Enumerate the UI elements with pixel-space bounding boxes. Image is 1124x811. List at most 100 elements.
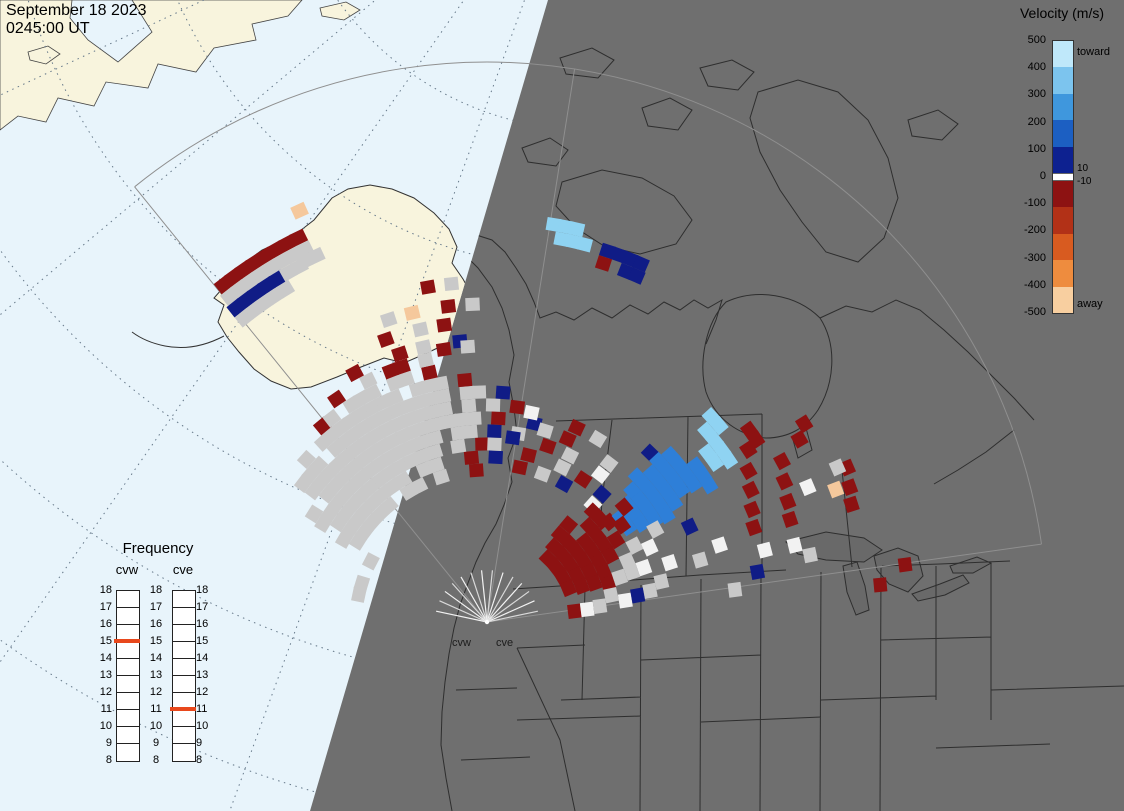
timestamp-block: September 18 2023 0245:00 UT [6,2,147,39]
velocity-data-cell [614,497,634,517]
frequency-bar-segment [117,710,139,727]
cvw-frequency-bar [116,590,140,762]
radar-ray [436,610,488,623]
velocity-data-cell [485,398,501,412]
frequency-tick-label: 12 [196,686,209,698]
velocity-data-cell [353,574,371,592]
frequency-bar-segment [173,659,195,676]
velocity-data-cell [601,546,620,565]
radar-ray [486,570,494,623]
velocity-tick-label: -300 [1023,251,1046,264]
colorbar-segment [1053,286,1073,313]
frequency-tick-label: 15 [99,635,112,647]
velocity-data-cell [588,429,608,449]
velocity-tick-label: 100 [1027,142,1046,155]
velocity-tick-label: -100 [1023,197,1046,210]
velocity-data-cell [599,454,619,473]
radar-ray [486,600,535,623]
velocity-data-cell [592,598,608,614]
velocity-data-cell [465,297,480,312]
velocity-data-cell [897,557,913,573]
velocity-data-cell [450,438,467,454]
colorbar-segment [1053,260,1073,287]
radar-ray [486,576,514,623]
frequency-tick-label: 15 [196,635,209,647]
radar-ray [439,600,488,623]
velocity-data-cell [691,551,709,569]
frequency-tick-label: 11 [100,703,112,715]
west-coastline [440,237,518,811]
velocity-data-cell [426,443,444,461]
velocity-data-cell [415,339,432,356]
velocity-data-cell [487,437,502,451]
colorbar-segment [1053,233,1073,261]
velocity-data-cell [410,477,429,495]
velocity-data-cell [683,474,703,494]
frequency-tick-label: 14 [196,652,209,664]
frequency-bar-segment [117,608,139,625]
colorbar-segment [1053,180,1073,208]
great-lakes [785,531,993,616]
velocity-data-cell [612,515,632,535]
velocity-data-cell [572,577,590,595]
velocity-data-cell [843,495,860,513]
velocity-data-cell [623,563,641,581]
velocity-data-cell [642,582,658,600]
velocity-data-cell [296,449,316,469]
frequency-tick-label: 12 [149,686,163,698]
radar-ray [486,590,530,623]
frequency-tick-label: 9 [152,737,160,749]
frequency-bar-segment [117,642,139,659]
velocity-data-cell [495,385,511,400]
velocity-data-cell [289,228,309,247]
velocity-data-cell [557,218,574,235]
colorbar-zero-band [1053,172,1073,181]
velocity-data-cell [393,358,411,376]
velocity-data-cell [533,465,552,483]
velocity-data-cell [799,478,817,497]
velocity-data-cell [592,484,612,504]
radar-fov-outline [134,61,1042,623]
velocity-data-cell [539,437,557,455]
velocity-data-cell [743,500,761,519]
velocity-data-cell [509,399,526,415]
velocity-data-cell [490,411,506,426]
frequency-bar-segment [173,642,195,659]
velocity-data-cell [327,389,347,409]
colorbar-segment [1053,67,1073,94]
velocity-data-cell [304,504,324,524]
velocity-data-cell [700,475,719,495]
cve-frequency-marker [170,707,196,711]
time-text: 0245:00 UT [6,20,90,38]
velocity-data-cell [345,363,364,383]
velocity-data-cell [573,470,593,489]
frequency-bar-segment [117,727,139,744]
colorbar-segment [1053,120,1073,147]
velocity-data-cell [873,577,888,593]
frequency-bar-segment [173,625,195,642]
radar-ray [486,610,538,623]
velocity-data-cell [412,321,429,338]
velocity-data-cell [417,352,434,369]
radar-ray [451,582,488,623]
velocity-data-cell [275,279,296,299]
velocity-data-cell [487,424,502,438]
freq-column-label-cvw: cvw [115,562,139,577]
radar-ray-fan [436,570,538,623]
cve-frequency-bar [172,590,196,762]
velocity-data-cell [630,587,646,604]
velocity-data-cell [661,553,678,572]
frequency-tick-label: 16 [99,618,112,630]
radar-ray [486,582,523,623]
velocity-data-cell [488,450,504,465]
velocity-data-cell [828,458,847,477]
radar-ray [480,570,488,623]
velocity-data-cell [705,453,725,473]
frequency-bar-segment [117,676,139,693]
frequency-tick-label: 10 [99,720,112,732]
small-islands [27,1,361,65]
velocity-data-cell [432,375,449,392]
velocity-data-cell [421,364,438,381]
frequency-bar-segment [117,591,139,608]
